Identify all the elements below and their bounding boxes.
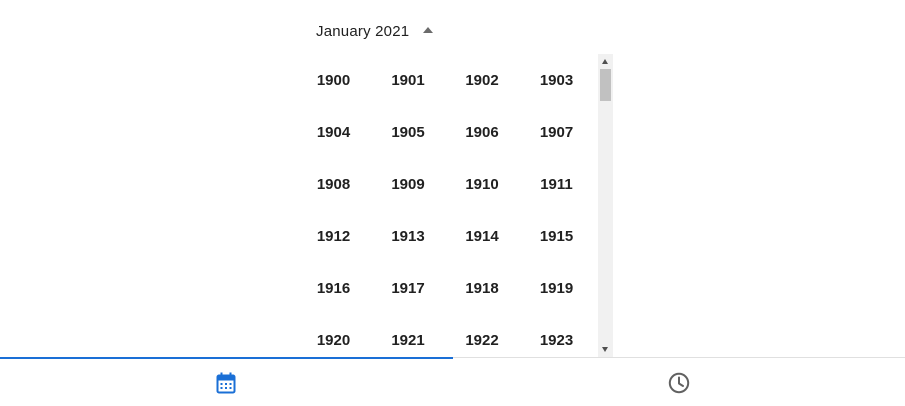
caret-up-icon [423, 27, 434, 33]
scroll-up-arrow-icon[interactable] [602, 59, 608, 64]
year-option[interactable]: 1900 [316, 71, 351, 89]
selected-tab-indicator [0, 357, 453, 359]
year-option[interactable]: 1901 [391, 71, 425, 89]
year-option[interactable]: 1913 [391, 227, 425, 245]
year-option[interactable]: 1911 [540, 175, 573, 193]
year-option[interactable]: 1910 [465, 175, 499, 193]
year-option[interactable]: 1902 [465, 71, 499, 89]
year-option[interactable]: 1908 [316, 175, 351, 193]
clock-icon [668, 372, 689, 393]
year-grid: 1900 1901 1902 1903 1904 1905 1906 1907 1908 1909… [296, 54, 598, 357]
year-option[interactable]: 1917 [391, 279, 425, 297]
year-option[interactable]: 1922 [465, 331, 499, 349]
year-option[interactable]: 1905 [391, 123, 425, 141]
scroll-down-arrow-icon[interactable] [602, 347, 608, 352]
tab-date[interactable] [0, 357, 453, 406]
month-year-label: January 2021 [316, 22, 410, 40]
year-option[interactable]: 1921 [391, 331, 425, 349]
tab-time[interactable] [453, 358, 905, 406]
year-option[interactable]: 1915 [539, 227, 574, 245]
year-option[interactable]: 1920 [316, 331, 351, 349]
year-option[interactable]: 1918 [465, 279, 499, 297]
year-option[interactable]: 1904 [316, 123, 351, 141]
year-option[interactable]: 1903 [539, 71, 574, 89]
year-option[interactable]: 1907 [539, 123, 574, 141]
year-option[interactable]: 1909 [391, 175, 425, 193]
year-option[interactable]: 1914 [465, 227, 499, 245]
year-list-scrollbar[interactable] [598, 54, 613, 357]
scroll-thumb[interactable] [600, 69, 611, 101]
year-option[interactable]: 1923 [539, 331, 574, 349]
year-option[interactable]: 1906 [465, 123, 499, 141]
picker-tabs [0, 357, 905, 406]
calendar-icon [216, 372, 236, 393]
year-list: 1900 1901 1902 1903 1904 1905 1906 1907 1908 1909… [296, 54, 613, 357]
year-option[interactable]: 1912 [316, 227, 351, 245]
year-option[interactable]: 1919 [539, 279, 574, 297]
month-year-switcher[interactable]: January 2021 [316, 20, 434, 42]
year-option[interactable]: 1916 [316, 279, 351, 297]
